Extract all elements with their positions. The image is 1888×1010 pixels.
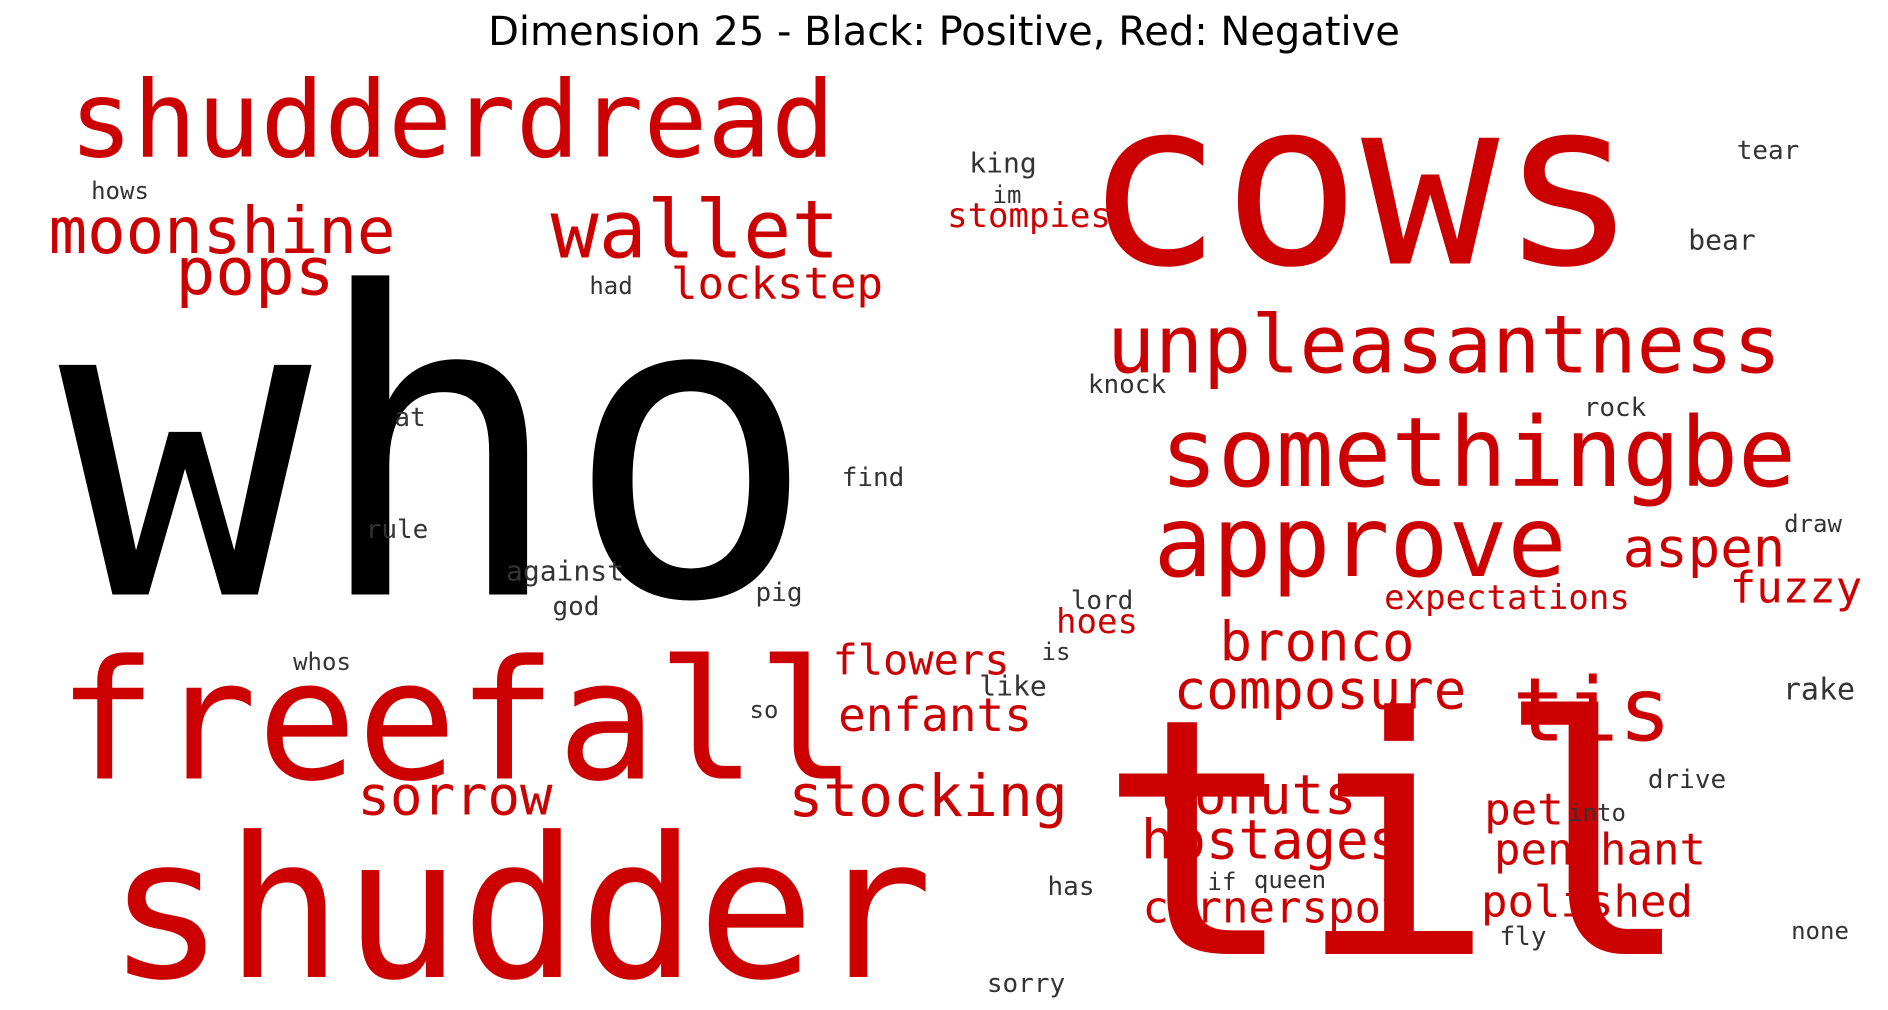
word-whos: whos	[293, 648, 351, 676]
word-hoes: hoes	[1056, 602, 1138, 642]
word-rock: rock	[1584, 393, 1647, 423]
word-somethingbe: somethingbe	[1160, 397, 1796, 509]
word-lockstep: lockstep	[671, 259, 883, 310]
word-pops: pops	[176, 234, 335, 311]
word-stocking: stocking	[788, 762, 1067, 830]
word-queen: queen	[1254, 866, 1326, 894]
word-fly: fly	[1500, 922, 1547, 952]
word-flowers: flowers	[832, 636, 1009, 685]
word-pig: pig	[756, 578, 803, 608]
word-im: im	[993, 181, 1022, 209]
word-aspen: aspen	[1623, 517, 1786, 580]
word-hostages: hostages	[1141, 809, 1401, 872]
word-bear: bear	[1688, 224, 1755, 257]
word-hows: hows	[91, 177, 149, 205]
word-pet: pet	[1484, 785, 1563, 836]
word-cows: cows	[1084, 52, 1638, 319]
word-cornerspot: cornerspot	[1143, 883, 1408, 934]
word-moonshine: moonshine	[49, 195, 396, 269]
word-so: so	[750, 696, 779, 724]
word-polished: polished	[1481, 877, 1693, 928]
word-sorry: sorry	[987, 969, 1065, 999]
word-fuzzy: fuzzy	[1730, 563, 1862, 614]
word-draw: draw	[1784, 510, 1842, 538]
word-against: against	[506, 555, 624, 588]
word-penchant: penchant	[1494, 825, 1706, 876]
word-is: is	[1042, 638, 1071, 666]
word-find: find	[842, 463, 905, 493]
word-donuts: donuts	[1161, 764, 1356, 827]
word-into: into	[1568, 799, 1626, 827]
word-king: king	[969, 147, 1036, 180]
word-knock: knock	[1088, 370, 1167, 400]
word-god: god	[553, 592, 600, 622]
word-had: had	[589, 272, 632, 300]
word-shudder: shudder	[107, 796, 933, 1010]
word-none: none	[1791, 917, 1849, 945]
word-til: til	[1098, 648, 1694, 1010]
word-wallet: wallet	[551, 184, 840, 277]
word-approve: approve	[1153, 486, 1566, 600]
word-bronco: bronco	[1219, 611, 1414, 674]
word-like: like	[979, 670, 1046, 703]
word-expectations: expectations	[1384, 578, 1630, 618]
word-sorrow: sorrow	[357, 765, 553, 828]
word-tear: tear	[1737, 136, 1800, 166]
word-lord: lord	[1071, 586, 1134, 616]
word-who: who	[59, 206, 818, 695]
word-unpleasantness: unpleasantness	[1107, 299, 1781, 392]
word-rake: rake	[1783, 673, 1855, 708]
word-if: if	[1208, 868, 1237, 896]
word-at: at	[394, 403, 425, 433]
word-freefall: freefall	[57, 626, 857, 819]
word-drive: drive	[1648, 765, 1726, 795]
word-has: has	[1048, 872, 1095, 902]
chart-title: Dimension 25 - Black: Positive, Red: Neg…	[488, 9, 1400, 55]
word-rule: rule	[366, 515, 429, 545]
word-tis: tis	[1513, 659, 1672, 762]
word-shudderdread: shudderdread	[69, 59, 835, 182]
word-enfants: enfants	[838, 688, 1032, 742]
word-composure: composure	[1174, 659, 1467, 722]
word-stompies: stompies	[947, 196, 1111, 236]
